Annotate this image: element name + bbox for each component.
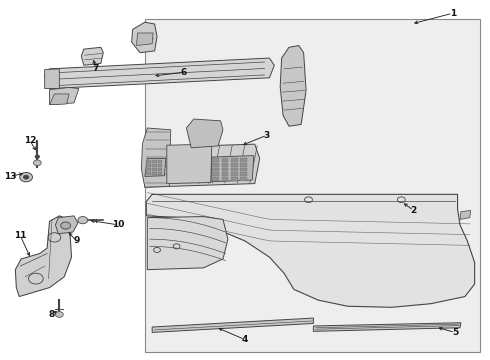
FancyBboxPatch shape [212, 163, 219, 167]
FancyBboxPatch shape [158, 168, 162, 171]
Polygon shape [143, 144, 260, 187]
Text: 4: 4 [242, 335, 248, 344]
Polygon shape [45, 69, 59, 89]
Circle shape [20, 172, 32, 182]
FancyBboxPatch shape [158, 164, 162, 167]
Text: 2: 2 [411, 206, 416, 215]
FancyBboxPatch shape [212, 172, 219, 176]
Polygon shape [132, 22, 157, 53]
FancyBboxPatch shape [221, 168, 228, 171]
Polygon shape [152, 318, 314, 332]
FancyBboxPatch shape [212, 158, 219, 162]
Polygon shape [55, 216, 78, 234]
Text: 11: 11 [14, 231, 26, 240]
Polygon shape [142, 128, 171, 187]
Polygon shape [49, 87, 79, 105]
Polygon shape [147, 194, 475, 307]
FancyBboxPatch shape [152, 172, 157, 175]
FancyBboxPatch shape [221, 177, 228, 181]
Text: 5: 5 [452, 328, 458, 337]
Polygon shape [460, 211, 471, 220]
Text: 6: 6 [181, 68, 187, 77]
FancyBboxPatch shape [212, 177, 219, 181]
FancyBboxPatch shape [231, 163, 238, 167]
FancyBboxPatch shape [158, 172, 162, 175]
FancyBboxPatch shape [231, 177, 238, 181]
Polygon shape [280, 45, 306, 126]
FancyBboxPatch shape [147, 160, 151, 163]
Polygon shape [147, 217, 228, 270]
Text: 3: 3 [264, 131, 270, 140]
Text: 1: 1 [449, 9, 456, 18]
Text: 8: 8 [49, 310, 55, 319]
FancyBboxPatch shape [158, 160, 162, 163]
Circle shape [55, 312, 63, 318]
Polygon shape [211, 156, 254, 182]
Circle shape [78, 217, 88, 224]
FancyBboxPatch shape [147, 164, 151, 167]
Polygon shape [145, 158, 166, 176]
Polygon shape [49, 94, 69, 105]
Text: 13: 13 [4, 172, 17, 181]
Polygon shape [186, 119, 223, 148]
FancyBboxPatch shape [221, 163, 228, 167]
FancyBboxPatch shape [240, 158, 247, 162]
FancyBboxPatch shape [147, 168, 151, 171]
Polygon shape [314, 323, 461, 331]
Polygon shape [167, 144, 212, 184]
FancyBboxPatch shape [221, 172, 228, 176]
FancyBboxPatch shape [240, 168, 247, 171]
FancyBboxPatch shape [147, 172, 151, 175]
Polygon shape [45, 58, 274, 89]
FancyBboxPatch shape [231, 168, 238, 171]
Text: 10: 10 [112, 220, 124, 229]
Text: 7: 7 [93, 64, 99, 73]
FancyBboxPatch shape [145, 19, 480, 352]
FancyBboxPatch shape [212, 168, 219, 171]
Text: 12: 12 [24, 136, 36, 145]
FancyBboxPatch shape [152, 160, 157, 163]
Text: 9: 9 [73, 237, 79, 246]
Circle shape [35, 155, 40, 158]
FancyBboxPatch shape [231, 172, 238, 176]
FancyBboxPatch shape [152, 168, 157, 171]
FancyBboxPatch shape [152, 164, 157, 167]
Circle shape [23, 175, 29, 179]
Polygon shape [15, 216, 72, 297]
Circle shape [33, 160, 41, 166]
FancyBboxPatch shape [221, 158, 228, 162]
FancyBboxPatch shape [240, 172, 247, 176]
FancyBboxPatch shape [231, 158, 238, 162]
Circle shape [61, 222, 71, 229]
Polygon shape [81, 47, 103, 65]
FancyBboxPatch shape [240, 163, 247, 167]
FancyBboxPatch shape [240, 177, 247, 181]
Polygon shape [137, 33, 153, 45]
